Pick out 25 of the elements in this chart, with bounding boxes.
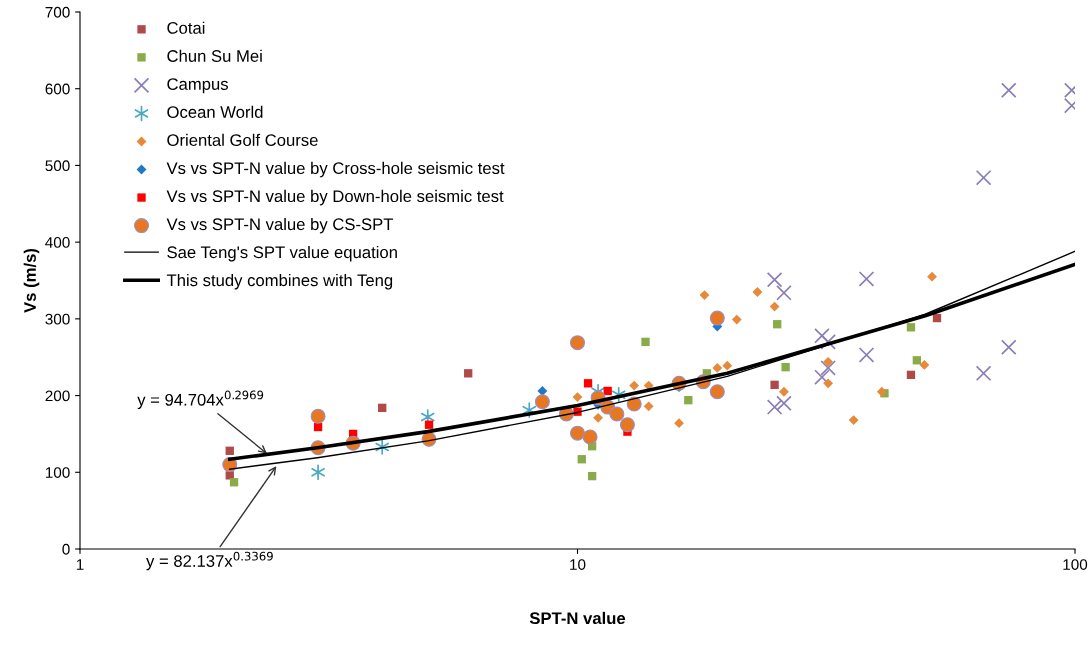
legend-label: This study combines with Teng bbox=[166, 273, 393, 290]
x-tick-label: 100 bbox=[1063, 559, 1088, 570]
legend-label: Ocean World bbox=[167, 105, 263, 118]
legend-label: Vs vs SPT-N value by Down-hole seismic test bbox=[166, 189, 504, 206]
y-axis-title: Vs (m/s) bbox=[23, 248, 40, 313]
y-tick-label: 0 bbox=[62, 543, 70, 555]
y-tick-label: 100 bbox=[45, 467, 70, 478]
x-tick-label: 1 bbox=[76, 559, 84, 570]
y-tick-label: 300 bbox=[45, 313, 70, 325]
y-tick-label: 200 bbox=[45, 390, 70, 402]
legend-label: Campus bbox=[167, 78, 228, 94]
legend-label: Sae Teng's SPT value equation bbox=[167, 245, 397, 262]
legend-label: Chun Su Mei bbox=[167, 49, 262, 62]
x-axis-title: SPT-N value bbox=[529, 611, 626, 625]
annotation: y = 94.704x$^{0.2969}$ bbox=[137, 390, 264, 410]
legend-label: Vs vs SPT-N value by CS-SPT bbox=[166, 217, 394, 234]
y-tick-label: 500 bbox=[45, 160, 70, 172]
y-tick-label: 600 bbox=[45, 83, 70, 95]
x-tick-label: 10 bbox=[570, 559, 586, 570]
legend-label: Vs vs SPT-N value by Cross-hole seismic test bbox=[166, 161, 505, 178]
y-tick-label: 400 bbox=[45, 237, 70, 248]
legend-label: Oriental Golf Course bbox=[167, 133, 318, 147]
y-tick-label: 700 bbox=[45, 6, 70, 18]
annotation: y = 82.137x$^{0.3369}$ bbox=[146, 551, 273, 571]
legend-label: Cotai bbox=[167, 21, 205, 34]
